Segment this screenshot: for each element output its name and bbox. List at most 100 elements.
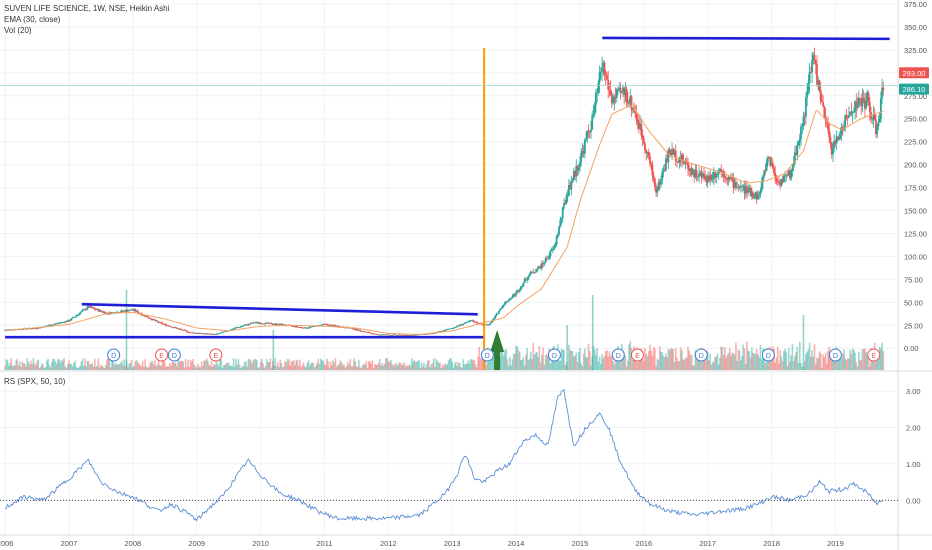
candle-body	[104, 312, 107, 314]
candle-body	[820, 100, 823, 103]
candle-body	[861, 97, 864, 107]
volume-bar	[11, 366, 14, 370]
volume-bar	[838, 353, 840, 370]
candle-body	[771, 162, 774, 169]
volume-bar	[491, 357, 494, 370]
candle-body	[863, 100, 866, 109]
volume-bar	[612, 361, 614, 370]
volume-bar	[408, 364, 411, 370]
candle-body	[706, 176, 709, 183]
volume-bar	[381, 363, 383, 370]
candle-body	[592, 114, 595, 116]
candle-body	[160, 322, 162, 324]
candle-body	[305, 327, 307, 329]
candle-body	[161, 322, 164, 324]
candle-body	[669, 152, 672, 156]
candle-body	[580, 153, 583, 162]
candle-body	[425, 333, 428, 335]
volume-bar	[527, 360, 530, 370]
volume-bar	[227, 362, 230, 370]
candle-body	[762, 176, 764, 183]
candle-body	[224, 330, 226, 332]
volume-bar	[317, 358, 320, 370]
volume-bar	[850, 354, 853, 370]
candle-body	[780, 179, 783, 186]
candle-body	[660, 179, 662, 185]
rs-tick-label: 0.00	[906, 496, 921, 505]
volume-bar	[26, 358, 29, 370]
candle-body	[195, 333, 198, 334]
time-tick-label: 2009	[188, 539, 205, 548]
volume-bar	[87, 360, 90, 370]
candle-body	[846, 117, 849, 119]
volume-bar	[704, 360, 707, 370]
candle-body	[174, 327, 177, 329]
candle-body	[770, 162, 773, 166]
volume-bar	[463, 364, 466, 370]
candle-body	[166, 325, 169, 327]
candle-body	[637, 122, 640, 129]
candle-body	[135, 310, 138, 312]
candle-body	[582, 150, 585, 154]
volume-bar	[808, 342, 811, 370]
candle-body	[462, 323, 465, 325]
volume-bar	[31, 364, 33, 370]
candle-body	[194, 332, 197, 334]
candle-body	[445, 329, 447, 331]
candle-body	[798, 138, 801, 142]
volume-bar	[198, 366, 200, 370]
drawing-overlays[interactable]	[0, 36, 898, 370]
volume-bar	[229, 365, 231, 370]
volume-bar	[846, 358, 849, 370]
volume-bar	[661, 352, 664, 370]
volume-bar	[545, 353, 548, 370]
volume-bar	[437, 362, 440, 370]
time-tick-label: 2017	[699, 539, 716, 548]
candle-body	[526, 279, 529, 281]
volume-bar	[19, 361, 21, 370]
candle-body	[833, 140, 836, 149]
volume-bar	[732, 353, 735, 370]
candle-body	[72, 317, 75, 318]
candle-body	[252, 322, 255, 324]
volume-bar	[710, 364, 713, 370]
candle-body	[828, 129, 831, 138]
volume-bar	[844, 358, 847, 370]
candle-body	[59, 322, 62, 324]
volume-bar	[882, 350, 885, 370]
candle-body	[873, 114, 876, 121]
candle-body	[179, 328, 182, 330]
candle-body	[332, 324, 334, 326]
volume-bar	[313, 367, 316, 370]
volume-bar	[756, 349, 758, 370]
volume-bar	[270, 367, 273, 370]
candle-body	[384, 334, 387, 336]
volume-bar	[262, 362, 264, 370]
candle-body	[701, 173, 704, 178]
candle-body	[784, 175, 786, 177]
volume-bar	[471, 359, 473, 370]
candle-body	[58, 322, 61, 324]
candle-body	[818, 80, 821, 90]
volume-bar	[516, 346, 519, 370]
volume-bar	[177, 360, 180, 370]
volume-bar	[286, 359, 289, 370]
candle-body	[238, 327, 241, 328]
volume-bar	[209, 366, 212, 370]
ema-line	[5, 104, 884, 336]
volume-bar	[413, 359, 415, 370]
volume-bar	[356, 366, 359, 370]
candle-body	[501, 305, 504, 309]
volume-bar	[649, 344, 651, 370]
volume-bar	[510, 365, 512, 370]
volume-bar	[36, 361, 38, 370]
volume-bar	[32, 358, 35, 370]
candle-body	[732, 177, 735, 188]
volume-bar	[572, 356, 575, 370]
candle-body	[753, 197, 756, 199]
candle-body	[493, 317, 495, 320]
candle-body	[209, 333, 212, 335]
candle-body	[723, 176, 726, 179]
